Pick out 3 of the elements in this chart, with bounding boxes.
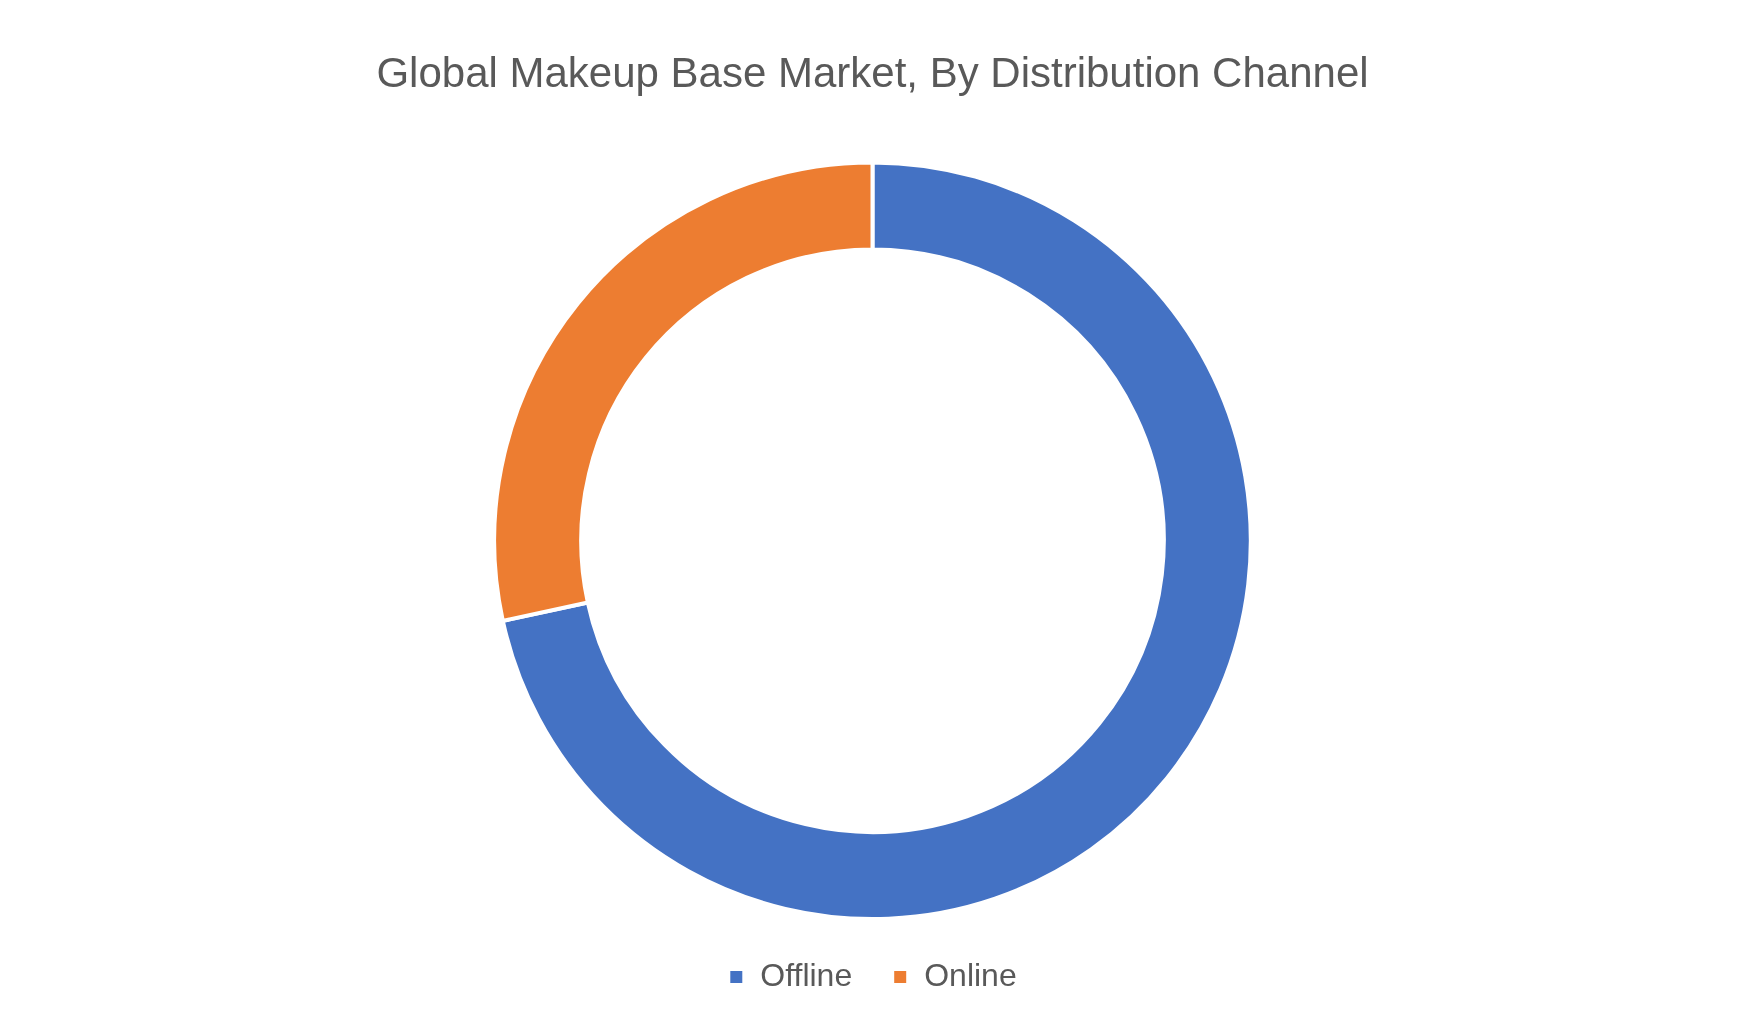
- legend-label: Offline: [760, 956, 853, 993]
- legend-label: Online: [924, 956, 1017, 993]
- chart-title: Global Makeup Base Market, By Distribution Channel: [376, 48, 1369, 96]
